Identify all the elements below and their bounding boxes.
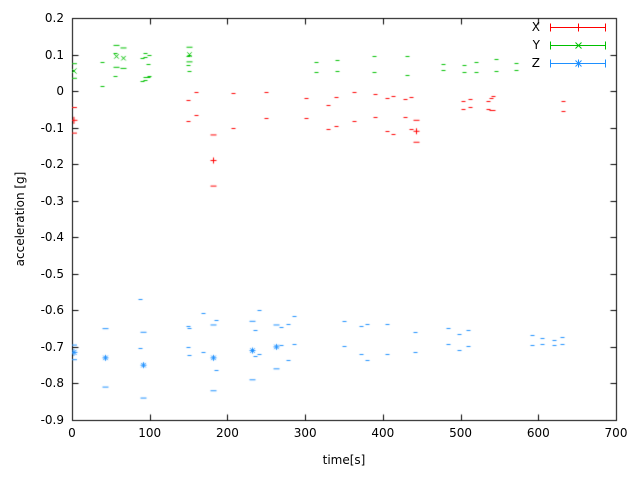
y-tick-label: -0.8 [40,376,64,391]
x-tick-label: 0 [68,426,76,440]
y-tick-label: -0.6 [40,303,64,318]
legend-errorbar-sample-icon [550,59,606,68]
y-tick-label: -0.1 [40,120,64,135]
legend-errorbar-sample-icon [550,23,606,32]
y-tick-label: -0.9 [40,413,64,427]
x-tick-label: 400 [371,426,395,440]
x-tick-label: 500 [449,426,473,440]
y-tick-label: -0.5 [40,266,64,281]
y-tick-label: -0.7 [40,339,64,354]
y-tick-label: 0 [56,84,64,99]
legend-errorbar-sample-icon [550,41,606,50]
legend-item-z: Z [532,57,607,70]
legend: X Y Z [532,21,607,70]
x-tick-label: 600 [526,426,550,440]
x-axis-title: time[s] [322,453,366,467]
x-tick-label: 700 [604,426,628,440]
legend-label-z: Z [531,56,540,70]
y-tick-label: 0.1 [44,47,64,62]
legend-item-y: Y [533,39,607,52]
y-tick-label: -0.4 [40,230,64,245]
y-tick-label: -0.2 [40,157,64,172]
x-tick-label: 200 [215,426,239,440]
legend-label-x: X [531,20,540,34]
y-tick-label: 0.2 [44,11,64,25]
x-tick-label: 300 [293,426,317,440]
legend-label-y: Y [532,38,540,52]
x-tick-label: 100 [138,426,162,440]
y-tick-label: -0.3 [40,193,64,208]
legend-item-x: X [532,21,607,34]
y-axis-title: acceleration [g] [13,171,27,267]
